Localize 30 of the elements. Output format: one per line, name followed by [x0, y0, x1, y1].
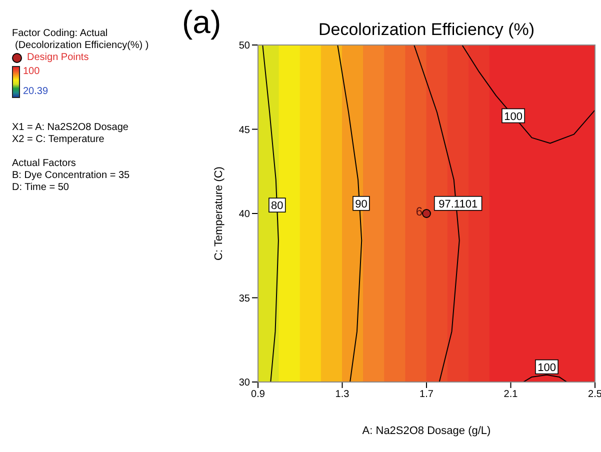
- annotation: 97.1101: [438, 198, 478, 210]
- annotation: 80: [271, 200, 284, 212]
- text: (Decolorization Efficiency(%) ): [14, 40, 149, 52]
- text: 100: [23, 66, 41, 78]
- text: (a): [182, 4, 222, 41]
- x-tick-label: 2.1: [504, 389, 518, 400]
- y-axis-title: C: Temperature (C): [212, 166, 225, 260]
- text: X2 = C: Temperature: [12, 134, 106, 146]
- y-tick-label: 45: [238, 124, 250, 136]
- annotation: 100: [538, 362, 556, 374]
- text: Actual Factors: [12, 158, 77, 170]
- text: Factor Coding: Actual: [12, 28, 109, 40]
- legend-label: Design Points: [26, 52, 90, 64]
- y-tick-label: 40: [238, 209, 250, 220]
- y-tick-label: 50: [238, 40, 250, 52]
- y-tick-label: 35: [238, 293, 250, 304]
- text: X1 = A: Na2S2O8 Dosage: [12, 122, 130, 134]
- y-tick-label: 30: [238, 378, 250, 389]
- chart-title: Decolorization Efficiency (%): [317, 20, 536, 40]
- x-tick-label: 1.3: [335, 389, 350, 400]
- annotation: 100: [504, 110, 522, 123]
- text: B: Dye Concentration = 35: [12, 170, 131, 182]
- annotation: 6: [416, 204, 423, 218]
- x-axis-title: A: Na2S2O8 Dosage (g/L): [362, 425, 491, 437]
- x-tick-label: 0.9: [251, 389, 266, 400]
- x-tick-label: 1.7: [420, 389, 434, 400]
- text: D: Time = 50: [12, 182, 70, 194]
- text: 20.39: [23, 86, 48, 98]
- annotation: 90: [355, 198, 368, 210]
- line-series: [462, 45, 595, 144]
